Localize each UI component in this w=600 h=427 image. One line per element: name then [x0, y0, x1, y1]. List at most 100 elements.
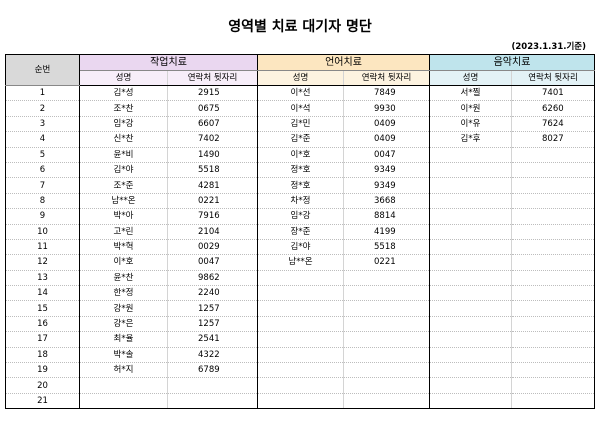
- music-phone-cell: [511, 177, 595, 194]
- music-name-cell: [429, 270, 512, 287]
- music-phone-cell: 6260: [511, 100, 595, 117]
- subheader-phone: 연락처 뒷자리: [167, 70, 258, 86]
- row-number: 5: [5, 147, 80, 163]
- speech-phone-cell: 5518: [343, 239, 430, 256]
- music-name-cell: [429, 300, 512, 317]
- occupational-name-cell: 김*야: [79, 162, 168, 179]
- music-phone-cell: [511, 377, 595, 394]
- speech-phone-cell: 0221: [343, 254, 430, 271]
- occupational-name-cell: 박*혁: [79, 239, 168, 256]
- occupational-phone-cell: 2240: [167, 285, 258, 302]
- row-number: 10: [5, 224, 80, 240]
- music-name-cell: 김*후: [429, 131, 512, 148]
- occupational-name-cell: 조*찬: [79, 100, 168, 117]
- speech-phone-cell: [343, 285, 430, 302]
- music-phone-cell: 8027: [511, 131, 595, 148]
- music-name-cell: [429, 254, 512, 271]
- music-name-cell: 이*원: [429, 100, 512, 117]
- row-number: 13: [5, 270, 80, 287]
- occupational-name-cell: 강*은: [79, 316, 168, 333]
- occupational-phone-cell: 5518: [167, 162, 258, 179]
- occupational-name-cell: 이*호: [79, 254, 168, 271]
- occupational-name-cell: 조*준: [79, 177, 168, 194]
- music-name-cell: [429, 331, 512, 348]
- music-phone-cell: 7624: [511, 116, 595, 133]
- occupational-phone-cell: 4281: [167, 177, 258, 194]
- speech-phone-cell: [343, 300, 430, 317]
- speech-phone-cell: 9930: [343, 100, 430, 117]
- music-name-cell: [429, 347, 512, 364]
- speech-name-cell: 임*강: [257, 208, 344, 225]
- occupational-name-cell: 고*린: [79, 224, 168, 240]
- row-number: 17: [5, 331, 80, 348]
- occupational-phone-cell: 6789: [167, 362, 258, 379]
- occupational-phone-cell: 2541: [167, 331, 258, 348]
- header-speech-therapy: 언어치료: [257, 54, 430, 71]
- occupational-phone-cell: 6607: [167, 116, 258, 133]
- speech-name-cell: 이*석: [257, 100, 344, 117]
- speech-phone-cell: 9349: [343, 177, 430, 194]
- row-number: 3: [5, 116, 80, 133]
- occupational-phone-cell: 4322: [167, 347, 258, 364]
- music-name-cell: [429, 393, 512, 410]
- occupational-name-cell: [79, 377, 168, 394]
- music-phone-cell: [511, 300, 595, 317]
- occupational-phone-cell: [167, 377, 258, 394]
- table-row: 7 조*준 4281 정*호 9349: [5, 177, 595, 194]
- occupational-name-cell: 허*지: [79, 362, 168, 379]
- occupational-phone-cell: 1490: [167, 147, 258, 163]
- speech-phone-cell: 9349: [343, 162, 430, 179]
- speech-name-cell: [257, 316, 344, 333]
- occupational-phone-cell: 2104: [167, 224, 258, 240]
- occupational-phone-cell: 0047: [167, 254, 258, 271]
- music-name-cell: [429, 224, 512, 240]
- speech-phone-cell: [343, 393, 430, 410]
- row-number: 11: [5, 239, 80, 256]
- speech-name-cell: [257, 362, 344, 379]
- music-phone-cell: [511, 331, 595, 348]
- music-phone-cell: [511, 285, 595, 302]
- speech-name-cell: 정*호: [257, 177, 344, 194]
- row-number: 4: [5, 131, 80, 148]
- speech-name-cell: 정*호: [257, 162, 344, 179]
- subheader-phone: 연락처 뒷자리: [343, 70, 430, 86]
- row-number: 7: [5, 177, 80, 194]
- speech-name-cell: 김*민: [257, 116, 344, 133]
- occupational-phone-cell: 1257: [167, 300, 258, 317]
- row-number: 19: [5, 362, 80, 379]
- music-phone-cell: [511, 270, 595, 287]
- subheader-name: 성명: [429, 70, 512, 86]
- occupational-phone-cell: 0029: [167, 239, 258, 256]
- occupational-name-cell: 박*아: [79, 208, 168, 225]
- music-name-cell: 서*찔: [429, 85, 512, 102]
- occupational-name-cell: 윤*비: [79, 147, 168, 163]
- table-row: 12 이*호 0047 남**온 0221: [5, 254, 595, 271]
- row-number: 8: [5, 193, 80, 210]
- table-body: 1 김*성 2915 이*선 7849 서*찔 7401 2 조*찬 0675 이*석 9930 이*원…: [5, 85, 595, 410]
- table-row: 10 고*린 2104 장*준 4199: [5, 224, 595, 240]
- reference-date: (2023.1.31.기준): [511, 42, 587, 52]
- music-name-cell: [429, 208, 512, 225]
- occupational-name-cell: 강*원: [79, 300, 168, 317]
- header-music-therapy: 음악치료: [429, 54, 595, 71]
- row-number: 14: [5, 285, 80, 302]
- music-phone-cell: [511, 224, 595, 240]
- table-row: 20: [5, 377, 595, 394]
- speech-name-cell: 이*호: [257, 147, 344, 163]
- subheader-phone: 연락처 뒷자리: [511, 70, 595, 86]
- occupational-name-cell: 최*율: [79, 331, 168, 348]
- table-row: 14 한*정 2240: [5, 285, 595, 302]
- table-row: 13 윤*찬 9862: [5, 270, 595, 287]
- occupational-name-cell: 김*성: [79, 85, 168, 102]
- table-row: 2 조*찬 0675 이*석 9930 이*원 6260: [5, 100, 595, 117]
- speech-phone-cell: 7849: [343, 85, 430, 102]
- music-phone-cell: [511, 193, 595, 210]
- speech-name-cell: [257, 331, 344, 348]
- row-number: 6: [5, 162, 80, 179]
- speech-name-cell: [257, 270, 344, 287]
- music-phone-cell: [511, 147, 595, 163]
- table-row: 9 박*아 7916 임*강 8814: [5, 208, 595, 225]
- table-row: 15 강*원 1257: [5, 300, 595, 317]
- music-phone-cell: [511, 254, 595, 271]
- speech-phone-cell: 3668: [343, 193, 430, 210]
